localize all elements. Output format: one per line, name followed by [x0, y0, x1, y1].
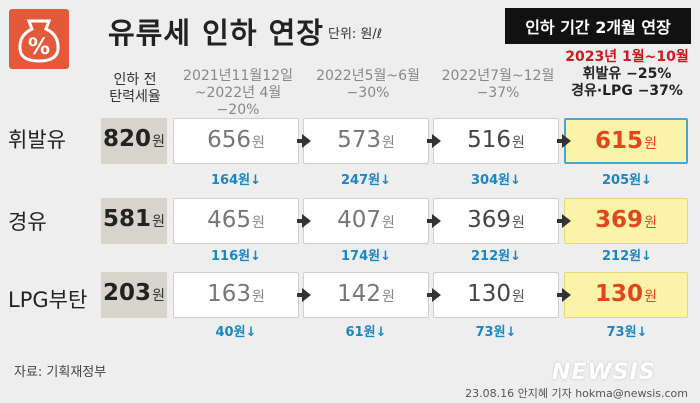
price-box: 407 원	[303, 198, 429, 244]
page-title: 유류세 인하 연장	[108, 16, 324, 50]
header-period-3: 2022년7월~12월 −37%	[441, 68, 555, 101]
price-box-current: 130 원	[564, 272, 688, 318]
row-label-gasoline: 휘발유	[8, 128, 66, 152]
credit-line: 23.08.16 안지혜 기자 hokma@newsis.com	[465, 387, 688, 400]
header-period-1: 2021년11월12일 ~2022년 4월 −20%	[183, 68, 293, 118]
header-base: 인하 전 탄력세율	[109, 72, 161, 105]
arrow-right-icon	[557, 219, 563, 223]
reduction-amount: 205원↓	[602, 173, 652, 188]
reduction-amount: 164원↓	[211, 173, 261, 188]
reduction-amount: 212원↓	[602, 249, 652, 264]
unit-label: 단위: 원/ℓ	[328, 27, 383, 42]
price-box: 516 원	[433, 118, 559, 164]
reduction-amount: 61원↓	[345, 325, 387, 340]
price-box: 369 원	[433, 198, 559, 244]
price-box: 573 원	[303, 118, 429, 164]
reduction-amount: 304원↓	[471, 173, 521, 188]
arrow-right-icon	[297, 139, 303, 143]
reduction-amount: 212원↓	[471, 249, 521, 264]
watermark-logo: NEWSIS	[552, 360, 656, 385]
price-box: 163 원	[173, 272, 299, 318]
arrow-right-icon	[302, 214, 311, 228]
header-period-4: 2023년 1월~10월 휘발유 −25% 경유·LPG −37%	[565, 49, 689, 99]
arrow-right-icon	[562, 214, 571, 228]
arrow-right-icon	[297, 219, 303, 223]
arrow-right-icon	[562, 134, 571, 148]
arrow-right-icon	[557, 139, 563, 143]
row-label-lpg: LPG부탄	[8, 288, 88, 312]
arrow-right-icon	[427, 293, 433, 297]
row-label-diesel: 경유	[8, 210, 47, 234]
price-box-current: 615 원	[564, 118, 688, 164]
reduction-amount: 73원↓	[606, 325, 648, 340]
reduction-amount: 116원↓	[211, 249, 261, 264]
arrow-right-icon	[557, 293, 563, 297]
source-note: 자료: 기획재정부	[14, 365, 107, 380]
arrow-right-icon	[302, 288, 311, 302]
reduction-amount: 40원↓	[215, 325, 257, 340]
arrow-right-icon	[432, 134, 441, 148]
arrow-right-icon	[427, 219, 433, 223]
arrow-right-icon	[297, 293, 303, 297]
svg-text:%: %	[28, 35, 50, 60]
extension-banner: 인하 기간 2개월 연장	[505, 8, 691, 44]
reduction-amount: 247원↓	[341, 173, 391, 188]
price-box-current: 369 원	[564, 198, 688, 244]
arrow-right-icon	[302, 134, 311, 148]
base-price-lpg: 203 원	[101, 272, 167, 318]
arrow-right-icon	[432, 288, 441, 302]
price-box: 465 원	[173, 198, 299, 244]
price-box: 130 원	[433, 272, 559, 318]
arrow-right-icon	[432, 214, 441, 228]
base-price-gasoline: 820 원	[101, 118, 167, 164]
price-box: 656 원	[173, 118, 299, 164]
arrow-right-icon	[427, 139, 433, 143]
reduction-amount: 73원↓	[475, 325, 517, 340]
arrow-right-icon	[562, 288, 571, 302]
header-period-2: 2022년5월~6월 −30%	[316, 68, 420, 101]
price-box: 142 원	[303, 272, 429, 318]
reduction-amount: 174원↓	[341, 249, 391, 264]
percent-jar-icon: %	[9, 9, 69, 69]
base-price-diesel: 581 원	[101, 198, 167, 244]
